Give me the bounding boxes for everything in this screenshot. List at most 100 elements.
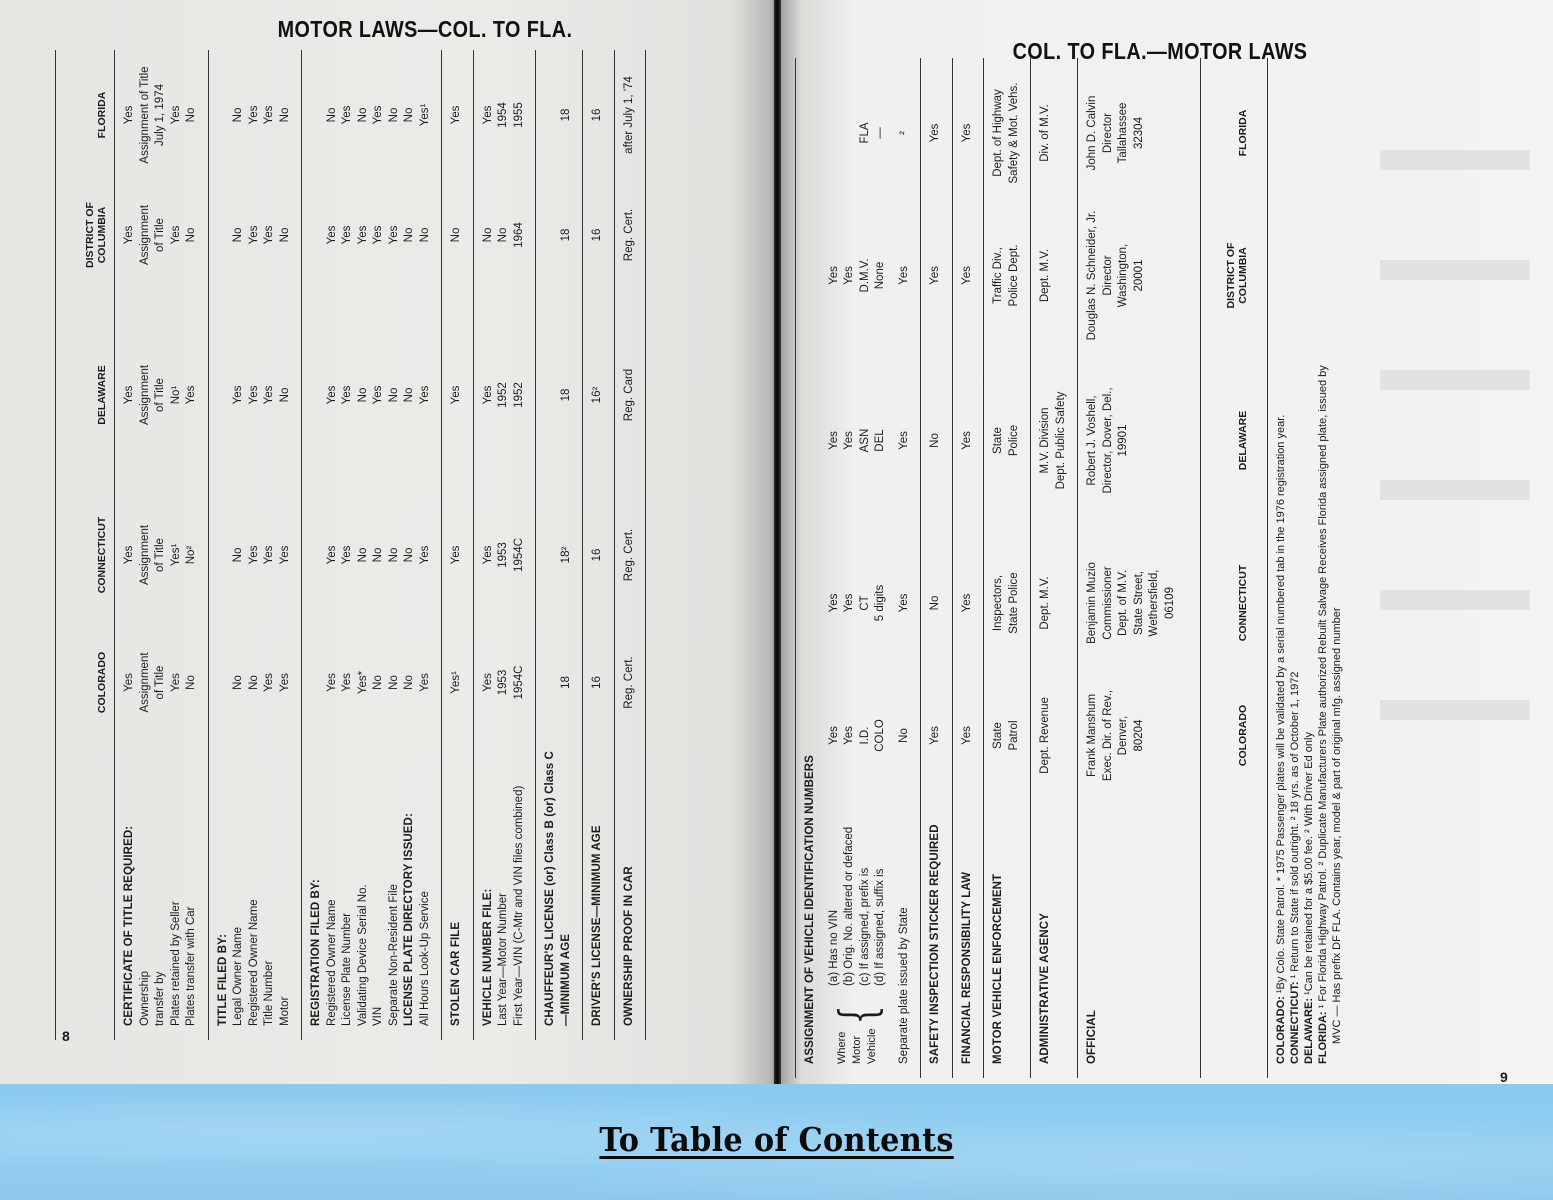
cell-value: 16 [591,676,603,689]
cell-value: Yes [341,105,353,125]
cell-value: No [929,595,941,611]
cell-value: Yes [897,431,910,450]
footnote-text: ¹By Colo. State Patrol. * 1975 Passenger… [1275,414,1287,997]
right-page-title: COL. TO FLA.—MOTOR LAWS [1012,38,1308,64]
cell-value: Yes [960,266,973,285]
table-row: VEHICLE NUMBER FILE: Yes Yes Yes No Yes [481,50,497,1040]
cell-value: No [232,675,244,690]
table-row: First Year—VIN (C-Mtr and VIN files comb… [512,50,528,1040]
cell-value: DEL [874,429,886,452]
table-row: Last Year—Motor Number 1953 1953 1952 No 1954 [496,50,512,1040]
cell-value: Inspectors, State Police [992,572,1020,634]
cell-value: 1953 [497,542,509,568]
cell-value: No [387,107,400,123]
cell-value: Assignment of Title July 1, 1974 [138,66,167,164]
cell-value: Dept. Revenue [1039,697,1051,774]
cell-value: Yes [960,726,973,745]
cell-value: D.M.V. [858,258,871,293]
cell-value: No¹ [169,385,182,405]
cell-value: No [372,675,384,690]
cell-value: Yes [169,225,182,245]
table-section: VEHICLE NUMBER FILE: Yes Yes Yes No Yes Last Y… [474,50,536,1040]
cell-value: Yes* [356,670,369,695]
cell-value: Yes [263,673,275,692]
cell-value: Yes [929,726,941,745]
column-header: DISTRICT OF COLUMBIA [84,202,108,268]
cell-value: No [403,107,415,123]
table-row: Separate Non-Resident File No No No Yes No [387,50,403,1040]
cell-value: Yes [341,385,353,405]
cell-value: 1952 [512,382,525,408]
table-row: License Plate Number Yes Yes Yes Yes Yes [340,50,356,1040]
row-label: Plates transfer with Car [185,906,197,1026]
cell-value: Yes [325,385,338,405]
cell-value: Dept. of Highway Safety & Mot. Vehs. [992,82,1020,184]
cell-value: John D. Calvin Director Tallahassee 3230… [1086,95,1145,171]
row-label: MOTOR VEHICLE ENFORCEMENT [992,873,1004,1064]
table-section: MOTOR VEHICLE ENFORCEMENT State Patrol Ins… [984,58,1030,1078]
footnote-text: MVC — Has prefix DF FLA. Contains year, … [1331,607,1343,1044]
cell-value: Yes [418,545,431,565]
column-header: FLORIDA [96,91,108,139]
row-label: OWNERSHIP PROOF IN CAR [622,866,635,1026]
cell-value: Reg. Card [622,368,635,422]
row-label: License Plate Number [341,912,353,1026]
cell-value: 18 [559,388,572,402]
table-section: ASSIGNMENT OF VEHICLE IDENTIFICATION NUM… [796,58,920,1078]
cell-value: 18 [559,228,572,242]
footnote: FLORIDA: ¹ For Florida Highway Patrol. ²… [1316,58,1330,1064]
cell-value: No [325,107,338,123]
book-spine [774,0,781,1084]
table-row: SAFETY INSPECTION STICKER REQUIRED Yes No N… [928,58,944,1078]
cell-value: Yes [929,266,941,285]
cell-value: 1954 [497,102,509,128]
cell-value: — [874,127,886,139]
row-label: TITLE FILED BY: [216,933,229,1026]
cell-value: No [897,728,910,743]
cell-value: Yes [960,123,973,143]
cell-value: 16 [591,548,603,562]
cell-value: Traffic Div., Police Dept. [992,244,1020,307]
row-label: Legal Owner Name [232,926,244,1026]
table-row: DRIVER'S LICENSE—MINIMUM AGE 16 16 16² 16 16 [590,50,606,1040]
cell-value: Yes [169,105,182,125]
cell-value: No [278,107,291,123]
cell-value: No [387,675,400,690]
table-row: OFFICIAL Frank Manshum Exec. Dir. of Rev.… [1085,58,1178,1078]
cell-value [842,63,858,203]
table-row: Separate plate issued by State No Yes Yes Ye… [897,58,913,1078]
cell-value: Yes [169,673,182,692]
table-section: CERTIFICATE OF TITLE REQUIRED: Yes Yes Yes Y… [115,50,208,1040]
bleed-through-shadow [1380,60,1530,760]
column-state-name: COLORADO [1237,704,1249,767]
footnote-state: FLORIDA: [1317,1011,1329,1064]
cell-value: Yes [372,105,384,125]
cell-value: None [874,261,886,290]
table-row: MOTOR VEHICLE ENFORCEMENT State Patrol Ins… [991,58,1022,1078]
cell-value: Yes [481,545,494,565]
cell-value: Yes [232,385,244,405]
table-row: Registered Owner Name Yes Yes Yes Yes No [325,50,341,1040]
cell-value: No [232,547,244,563]
table-of-contents-link[interactable]: To Table of Contents [599,1120,954,1159]
cell-value: Assignment of Title [138,524,167,586]
section-rule [645,50,646,1040]
cell-value: No [372,547,384,563]
cell-value: Yes [278,673,291,692]
cell-value: Yes [372,385,384,405]
cell-value: No [185,107,197,123]
cell-value: ASN [858,428,871,453]
right-motor-laws-table: ASSIGNMENT OF VEHICLE IDENTIFICATION NUM… [795,58,1395,1078]
table-row: COLORADO CONNECTICUT DELAWARE DISTRICT OF C… [1225,58,1249,1078]
cell-value: Yes [897,593,910,613]
table-row: Legal Owner Name No No Yes No No [231,50,247,1040]
cell-value: No [232,107,244,123]
cell-value: No [356,107,369,123]
cell-value: No [278,387,291,403]
cell-value: No [387,547,400,563]
cell-value: Yes [960,593,973,613]
cell-value: Yes [418,673,431,692]
row-label: All Hours Look-Up Service [418,891,431,1026]
cell-value: COLO [874,719,886,752]
footnote-state: DELAWARE: [1303,998,1315,1064]
